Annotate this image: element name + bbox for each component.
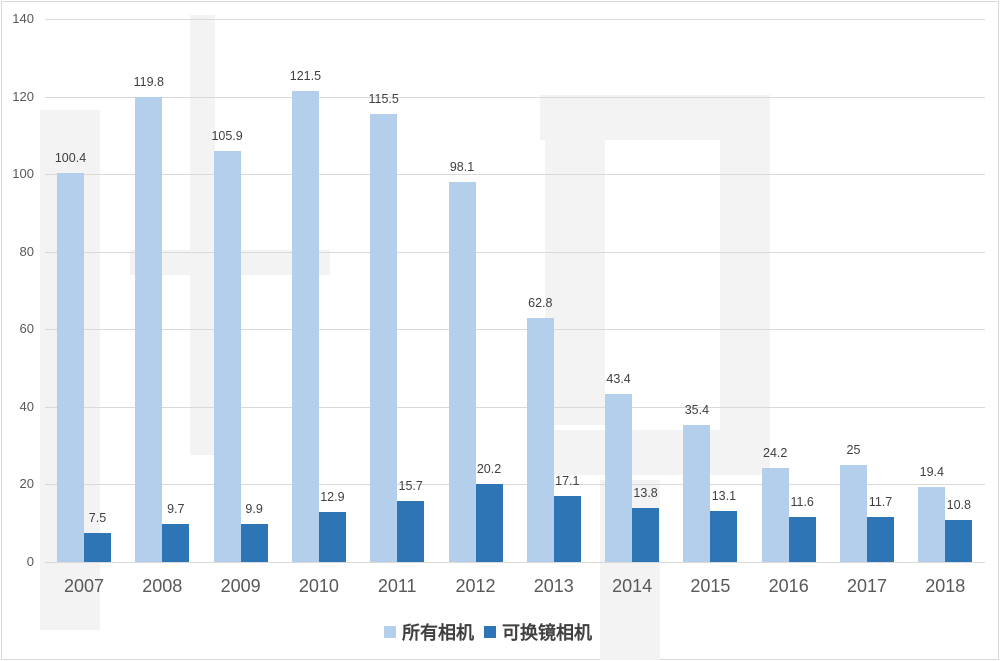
data-label: 24.2 <box>763 446 788 461</box>
gridline <box>45 329 985 331</box>
legend-label-all-cameras: 所有相机 <box>402 623 474 643</box>
bar-all-cameras <box>840 465 867 562</box>
x-tick-label: 2018 <box>925 576 966 596</box>
bar-ilc <box>710 511 738 562</box>
data-label: 13.8 <box>633 486 658 501</box>
watermark-shape <box>545 95 605 425</box>
gridline <box>45 251 985 253</box>
legend-swatch-ilc <box>484 626 496 638</box>
watermark-shape <box>540 430 770 475</box>
legend: 所有相机 可换镜相机 <box>384 619 592 645</box>
bar-ilc <box>84 532 111 562</box>
data-label: 12.9 <box>320 489 345 504</box>
bar-all-cameras <box>57 172 84 562</box>
gridline <box>45 19 985 20</box>
x-tick-label: 2017 <box>846 576 888 596</box>
data-label: 11.7 <box>868 494 893 509</box>
gridline <box>45 96 985 98</box>
data-label: 121.5 <box>289 68 322 83</box>
bar-all-cameras <box>918 486 946 562</box>
bar-ilc <box>475 483 503 562</box>
watermark-shape <box>720 110 770 440</box>
data-label: 119.8 <box>133 75 164 90</box>
bar-all-cameras <box>448 181 476 562</box>
data-label: 98.1 <box>449 159 475 174</box>
legend-label-ilc: 可换镜相机 <box>502 623 592 643</box>
data-label: 7.5 <box>88 510 107 525</box>
x-tick-label: 2007 <box>63 576 105 596</box>
bar-all-cameras <box>370 114 398 562</box>
data-label: 62.8 <box>528 296 553 311</box>
bar-all-cameras <box>135 97 163 562</box>
y-tick-label: 20 <box>19 476 34 492</box>
x-tick-label: 2014 <box>612 576 653 596</box>
x-tick-label: 2015 <box>690 576 731 596</box>
data-label: 11.6 <box>790 495 814 509</box>
bar-all-cameras <box>683 424 711 562</box>
gridline <box>45 562 985 563</box>
data-label: 105.9 <box>211 129 243 144</box>
bar-ilc <box>867 516 894 562</box>
data-label: 9.9 <box>245 501 263 516</box>
data-label: 35.4 <box>684 402 710 417</box>
x-tick-label: 2008 <box>142 576 183 596</box>
x-tick-label: 2016 <box>768 576 809 596</box>
data-label: 15.7 <box>398 479 423 494</box>
y-tick-label: 120 <box>12 88 34 104</box>
bar-ilc <box>240 523 268 562</box>
x-tick-label: 2009 <box>220 576 261 596</box>
x-tick-label: 2012 <box>455 576 496 596</box>
data-label: 25 <box>846 443 861 458</box>
bar-all-cameras <box>291 90 319 562</box>
y-tick-label: 40 <box>19 398 34 414</box>
y-tick-label: 100 <box>12 166 34 182</box>
x-tick-label: 2011 <box>377 576 417 596</box>
data-label: 9.7 <box>167 502 185 517</box>
data-label: 17.1 <box>555 473 580 488</box>
bar-ilc <box>162 524 190 562</box>
y-tick-label: 140 <box>12 11 34 26</box>
gridline <box>45 484 985 486</box>
bar-ilc <box>553 495 581 562</box>
data-label: 43.4 <box>606 371 631 386</box>
bar-ilc <box>318 511 346 562</box>
bar-ilc <box>632 508 660 562</box>
bar-all-cameras <box>605 393 633 562</box>
watermark-shape <box>190 15 215 455</box>
y-tick-label: 80 <box>19 243 34 259</box>
data-label: 100.4 <box>54 150 87 165</box>
x-tick-label: 2010 <box>298 576 339 596</box>
bar-ilc <box>945 520 973 562</box>
bar-ilc <box>788 517 816 562</box>
bar-all-cameras <box>213 151 241 562</box>
bar-all-cameras <box>761 468 789 562</box>
y-tick-label: 60 <box>19 321 34 337</box>
data-label: 19.4 <box>919 464 944 479</box>
data-label: 10.8 <box>946 498 971 513</box>
gridline <box>45 174 985 176</box>
bar-all-cameras <box>526 318 554 562</box>
data-label: 115.5 <box>368 92 399 107</box>
gridline <box>45 406 985 408</box>
data-label: 20.2 <box>476 461 502 476</box>
legend-swatch-all-cameras <box>384 626 396 638</box>
x-tick-label: 2013 <box>533 576 574 596</box>
bar-ilc <box>397 501 425 562</box>
y-tick-label: 0 <box>26 554 34 569</box>
data-label: 13.1 <box>711 489 737 504</box>
